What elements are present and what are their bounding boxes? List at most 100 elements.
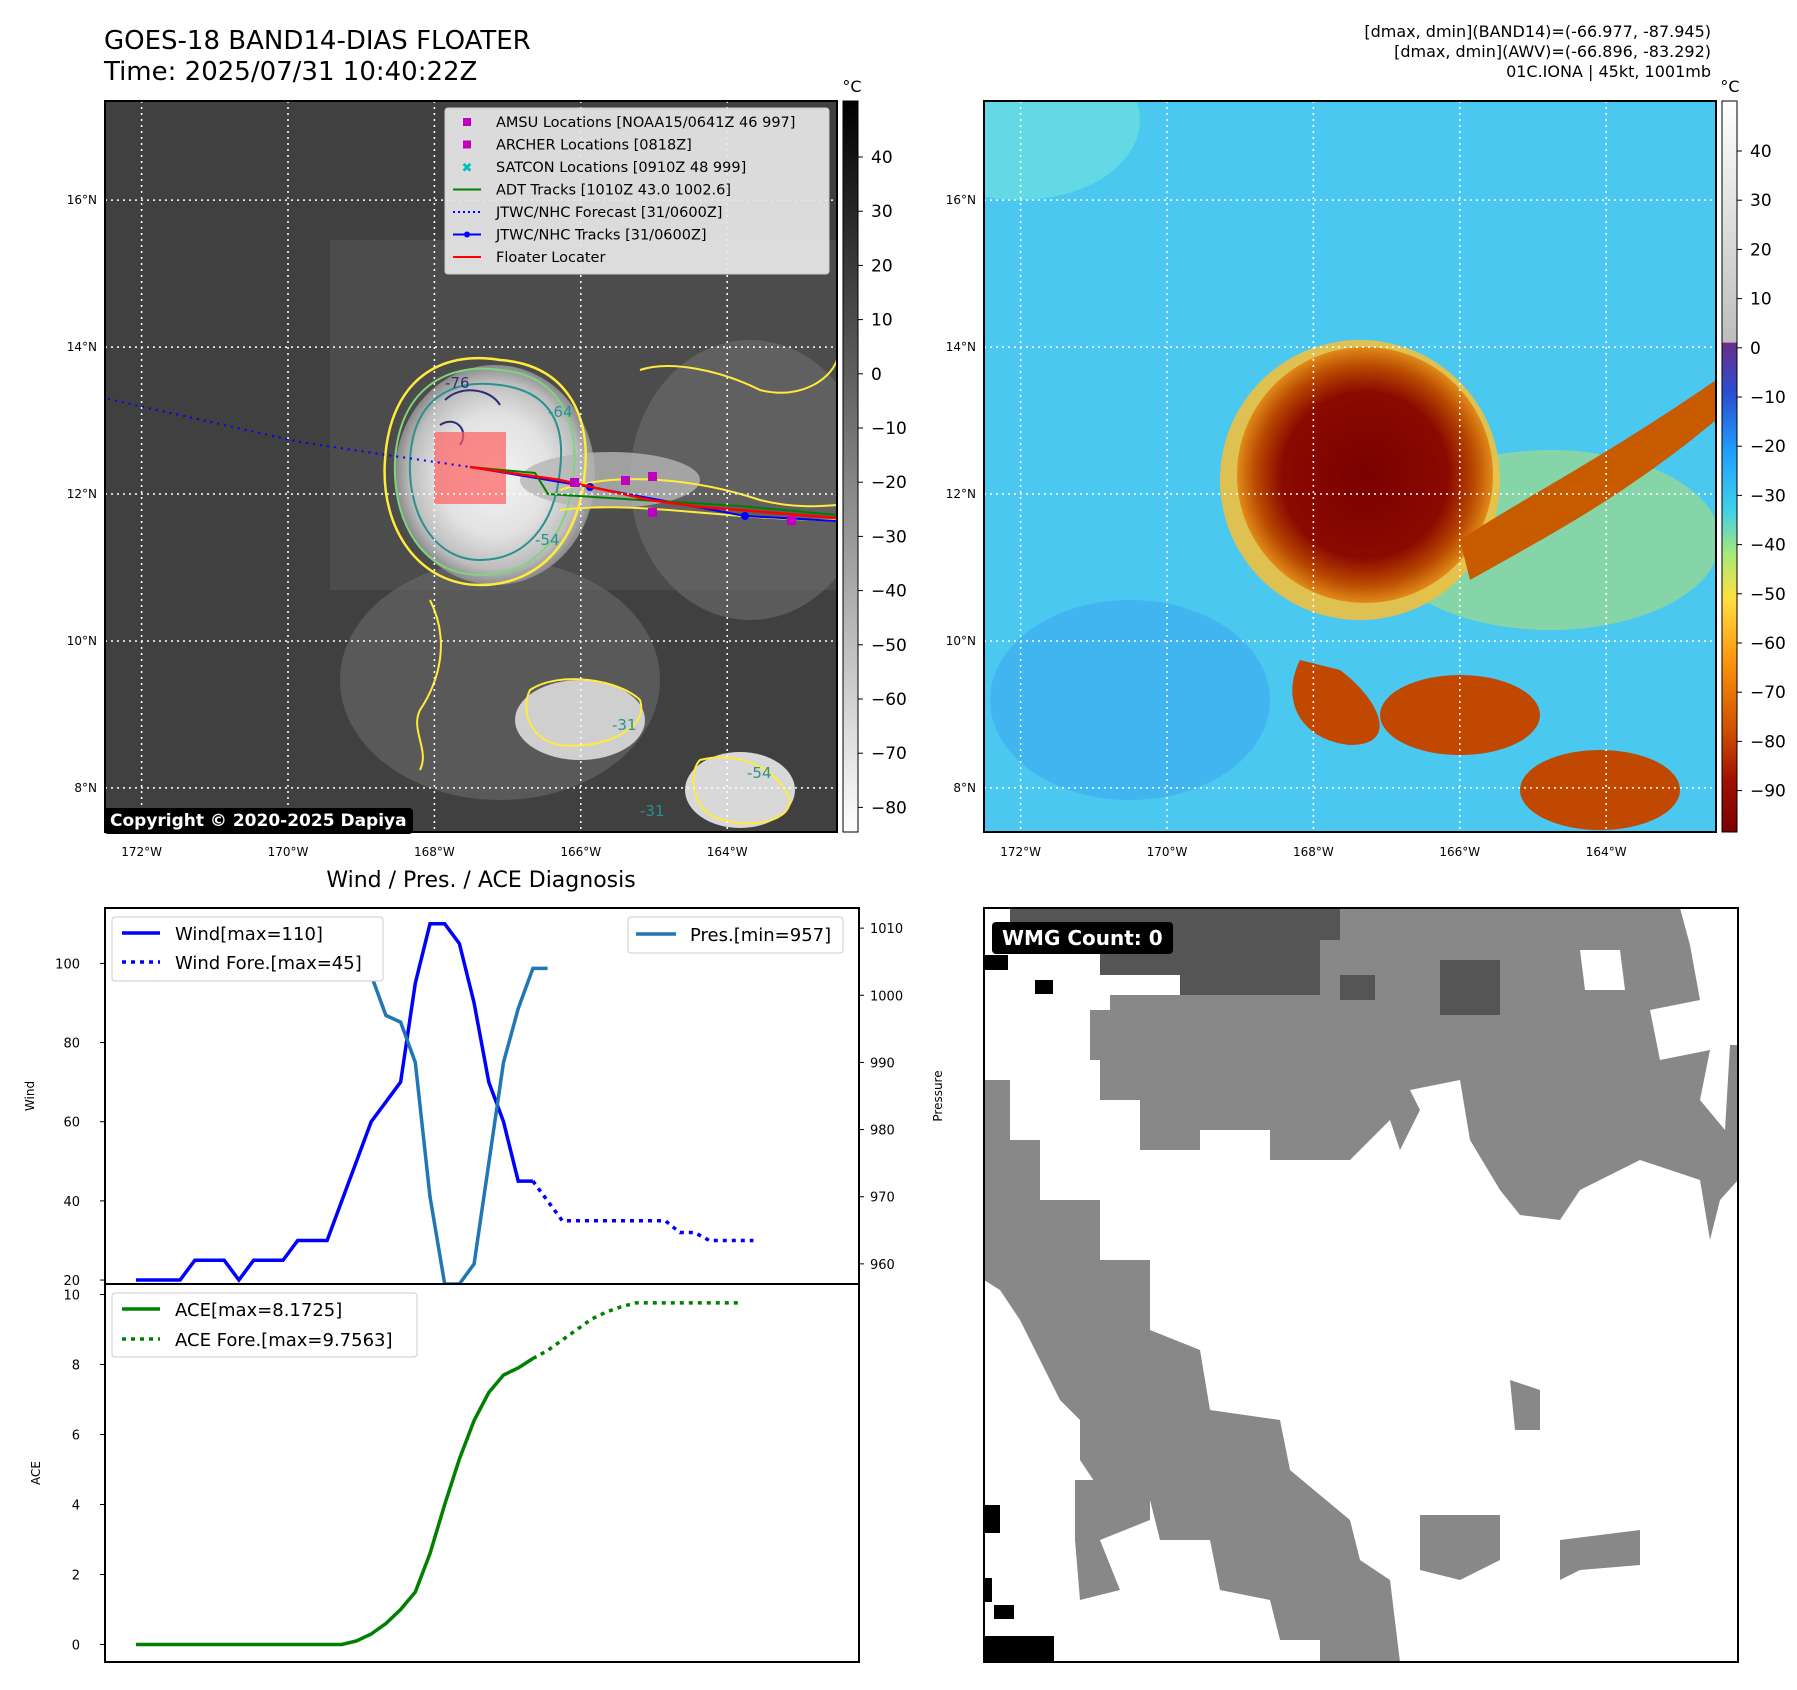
wmg-dark-patch [1440,960,1500,1015]
legend-label: ARCHER Locations [0818Z] [496,138,692,154]
ace-legend-label: ACE[max=8.1725] [175,1300,342,1321]
contour-label: -54 [747,764,772,782]
awv-colorbar: °C 40 30 20 10 0 −10 −20 −30 −40 −50 −60 −70 −80 −90 [1720,77,1786,833]
lat-label: 16°N [67,193,97,207]
floater-track [469,465,837,520]
lat-label: 12°N [946,487,976,501]
archer-marker [787,516,796,525]
lon-label: 166°W [1439,845,1480,859]
archer-marker [621,476,630,485]
wmg-black-patch [1035,980,1053,994]
wmg-black-patch [994,1605,1014,1619]
wind-pressure-chart: 20 40 60 80 100 960 970 980 990 1000 1010 Wind Pre… [23,907,945,1289]
colorbar-tick-label: −60 [1750,634,1786,654]
colorbar-tick-label: −70 [871,744,907,764]
lon-label: 168°W [1293,845,1334,859]
colorbar-tick-label: 20 [871,256,893,276]
colorbar-tick-label: 40 [1750,142,1772,162]
wmg-black-patch [984,955,1008,970]
colorbar-tick-label: 40 [871,148,893,168]
awv-storm-core [1237,347,1493,603]
colorbar-tick-label: −30 [871,527,907,547]
ace-ytick-label: 10 [63,1289,80,1304]
colorbar-tick-label: −20 [871,473,907,493]
colorbar-tick-label: 0 [1750,339,1761,359]
pressure-legend-label: Pres.[min=957] [690,925,831,946]
awv-band-east [1460,380,1716,580]
awv-lon-labels: 172°W 170°W 168°W 166°W 164°W [1000,845,1627,859]
wmg-frame [983,907,1739,1663]
colorbar-tick-label: −70 [1750,683,1786,703]
awv-cell-southeast [1520,750,1680,830]
contour-band-north [639,359,837,394]
title-line-2: Time: 2025/07/31 10:40:22Z [104,57,478,87]
archer-marker [648,472,657,481]
intensity-summary: [dmax, dmin](BAND14)=(-66.977, -87.945) … [1364,22,1711,82]
colorbar-tick-label: 10 [1750,290,1772,310]
ace-ytick-label: 4 [72,1499,80,1514]
lon-label: 166°W [560,845,601,859]
legend-marker-dot [464,231,470,238]
pressure-ytick-label: 970 [870,1191,895,1206]
legend-label: JTWC/NHC Forecast [31/0600Z] [495,205,722,221]
contour-teal [408,382,563,562]
awv-lat-labels: 16°N 14°N 12°N 10°N 8°N [946,193,976,795]
colorbar-tick-label: −10 [871,419,907,439]
contour-label: -64 [548,403,573,421]
legend-marker [463,118,471,126]
colorbar-tick-label: −50 [1750,585,1786,605]
legend-label: Floater Locater [496,250,605,266]
contour-label: -54 [535,531,560,549]
colorbar-tick-label: −40 [1750,536,1786,556]
ace-ytick-label: 0 [72,1639,80,1654]
band14-range: [dmax, dmin](BAND14)=(-66.977, -87.945) [1364,22,1711,41]
ace-series-line [136,1357,534,1647]
wmg-count-badge: WMG Count: 0 [992,922,1173,954]
contour-label: -31 [640,802,665,820]
wmg-black-patch [984,1578,992,1602]
lon-label: 172°W [121,845,162,859]
pressure-ytick-label: 990 [870,1056,895,1071]
awv-moist-nw [984,101,1140,200]
pressure-ytick-label: 1010 [870,922,903,937]
pressure-ytick-label: 960 [870,1258,895,1273]
colorbar-tick-label: 30 [1750,191,1772,211]
wind-ytick-label: 20 [63,1274,80,1289]
awv-cell-south [1292,660,1380,745]
diagnosis-title: Wind / Pres. / ACE Diagnosis [326,868,635,893]
ir-cloud-south [340,560,660,800]
colorbar-tick-label: 10 [871,311,893,331]
lon-label: 164°W [1586,845,1627,859]
adt-track [469,466,837,516]
lat-label: 14°N [67,340,97,354]
title-line-1: GOES-18 BAND14-DIAS FLOATER [104,26,531,56]
awv-gridlines [984,101,1716,832]
colorbar-tick-label: 0 [871,365,882,385]
wmg-gray-patch [1075,1480,1150,1600]
pressure-ytick-label: 980 [870,1124,895,1139]
ace-chart: 0 2 4 6 8 10 ACE ACE[max=8.1725] ACE Fore.[ma… [29,1283,860,1663]
colorbar-tick-label: 20 [1750,240,1772,260]
wmg-gray-patch [1420,1515,1500,1580]
wmg-gray-region-diagonal [984,1080,1400,1662]
pressure-axis-label: Pressure [931,1070,945,1121]
lon-label: 164°W [707,845,748,859]
series-line [531,1180,754,1243]
lat-label: 10°N [946,634,976,648]
lat-label: 10°N [67,634,97,648]
wmg-black-patch [984,1636,1054,1662]
lon-label: 170°W [1147,845,1188,859]
legend-marker: ✖ [462,161,473,176]
lat-label: 12°N [67,487,97,501]
wmg-black-patch [984,1505,1000,1533]
awv-range: [dmax, dmin](AWV)=(-66.896, -83.292) [1394,42,1711,61]
legend-marker [463,140,471,149]
lat-label: 14°N [946,340,976,354]
awv-frame [983,100,1717,833]
lon-label: 172°W [1000,845,1041,859]
jtwc-track-point [741,512,749,520]
wmg-gray-patch [1560,1530,1640,1580]
ir-cell-south [515,680,645,760]
ir-colorbar-unit: °C [842,77,861,96]
